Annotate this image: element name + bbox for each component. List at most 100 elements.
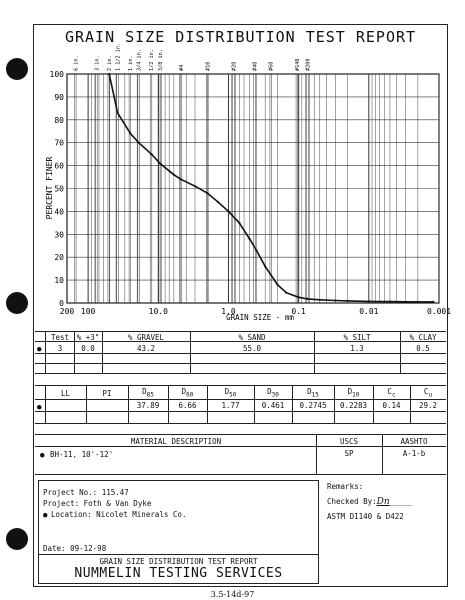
cell-clay: 0.5 (416, 344, 430, 353)
data-point (137, 141, 140, 144)
binder-hole-middle (6, 292, 28, 314)
data-point (172, 173, 175, 176)
cell-sand: 55.0 (242, 344, 262, 353)
material-description: BH-11, 10'-12' (50, 450, 114, 459)
cell-silt: 1.3 (350, 344, 364, 353)
data-point (367, 300, 370, 303)
y-tick-label: 20 (54, 253, 64, 262)
col-cc-header: Cc (387, 387, 396, 399)
aashto-value: A-1-b (402, 449, 426, 458)
sieve-label: #20 (231, 62, 237, 71)
y-tick-label: 100 (50, 70, 65, 79)
project-name: Project: Foth & Van Dyke (43, 499, 152, 508)
cell-test: 3 (57, 344, 63, 353)
col-sand-header: % SAND (238, 333, 266, 342)
y-tick-label: 70 (54, 139, 64, 148)
data-point (150, 153, 153, 156)
y-axis-label: PERCENT FINER (45, 157, 54, 220)
col-gravel-header: % GRAVEL (127, 333, 165, 342)
y-tick-label: 60 (54, 162, 64, 171)
data-point (116, 111, 119, 115)
data-point (432, 300, 435, 303)
data-point (179, 178, 183, 181)
uscs-value: SP (344, 449, 354, 458)
cell-d85: 37.89 (136, 401, 160, 410)
test-date: Date: 09-12-98 (43, 544, 107, 553)
sieve-label: 1/2 in. (149, 49, 155, 71)
sieve-label: 1 in. (128, 55, 134, 71)
remarks-label: Remarks: (327, 482, 364, 491)
sieve-label: #140 (295, 59, 301, 72)
sieve-label: 1 1/2 in. (116, 43, 122, 71)
col-d60-header: D60 (181, 387, 194, 399)
y-tick-label: 10 (54, 276, 64, 285)
cell-plus3: 0.0 (81, 344, 95, 353)
data-point (416, 300, 419, 303)
binder-hole-bottom (6, 528, 28, 550)
data-point (108, 72, 111, 76)
grain-size-chart: 0 10 20 30 40 50 60 70 80 90 100 6 in. 3 in. 2 in. 1 1… (45, 43, 451, 322)
data-point (206, 191, 209, 195)
project-location: Location: Nicolet Minerals Co. (51, 510, 187, 519)
x-tick-label: 1.0 (221, 307, 236, 316)
x-tick-label: 10.0 (149, 307, 168, 316)
col-pi-header: PI (102, 389, 112, 398)
checked-by: Checked By:Dn_____ (327, 497, 413, 507)
cell-d10: 0.2283 (339, 401, 368, 410)
binder-hole-top (6, 58, 28, 80)
data-point (193, 185, 197, 188)
sieve-label: 3/8 in. (158, 49, 164, 71)
cell-d60: 6.66 (178, 401, 197, 410)
checked-by-label: Checked By: (327, 497, 377, 506)
data-point (227, 210, 230, 213)
col-d50-header: D50 (224, 387, 237, 399)
x-axis-label: GRAIN SIZE - mm (226, 313, 294, 322)
data-point (297, 296, 300, 299)
material-row-marker: ● (40, 450, 45, 459)
data-point (255, 249, 258, 252)
lab-company-name: NUMMELIN TESTING SERVICES (74, 566, 283, 581)
col-plus3-header: % +3" (76, 333, 100, 342)
cell-d15: 0.2745 (299, 401, 327, 410)
y-tick-label: 90 (54, 93, 64, 102)
col-d15-header: D15 (307, 387, 319, 399)
data-point (388, 300, 392, 303)
col-silt-header: % SILT (343, 333, 371, 342)
cell-cu: 29.2 (418, 401, 438, 410)
project-info-box (38, 480, 319, 584)
data-point (318, 298, 321, 301)
row-marker: ● (37, 344, 42, 353)
report-frame (33, 24, 448, 587)
col-test-header: Test (50, 333, 70, 342)
document-code: 3.5-14d-97 (210, 590, 255, 599)
col-cu-header: Cu (423, 387, 433, 399)
report-title: GRAIN SIZE DISTRIBUTION TEST REPORT (64, 28, 417, 46)
data-point (129, 132, 132, 135)
material-description-header: MATERIAL DESCRIPTION (130, 437, 222, 446)
sieve-label: 3/4 in. (137, 49, 143, 71)
project-number: Project No.: 115.47 (43, 488, 129, 497)
sieve-label: #4 (179, 65, 185, 71)
y-tick-label: 80 (54, 116, 64, 125)
data-point (264, 265, 267, 268)
x-tick-label: 0.01 (359, 307, 378, 316)
y-tick-label: 0 (59, 299, 64, 308)
sieve-label: 2 in. (107, 55, 113, 71)
cell-d50: 1.77 (221, 401, 240, 410)
data-point (285, 291, 288, 294)
y-tick-label: 40 (54, 207, 64, 216)
data-point (306, 297, 309, 300)
data-point (217, 201, 220, 204)
checked-by-signature: Dn (376, 497, 390, 507)
x-tick-label: 0.001 (427, 307, 451, 316)
x-tick-label: 100 (81, 307, 96, 316)
astm-standard: ASTM D1140 & D422 (327, 512, 404, 521)
sieve-label: 6 in. (73, 55, 79, 71)
data-point (346, 299, 349, 303)
col-clay-header: % CLAY (409, 333, 437, 342)
lab-report-name: GRAIN SIZE DISTRIBUTION TEST REPORT (99, 557, 258, 566)
col-d85-header: D85 (142, 387, 154, 399)
y-tick-label: 30 (54, 230, 64, 239)
cell-cc: 0.14 (382, 401, 401, 410)
cell-d30: 0.461 (261, 401, 285, 410)
